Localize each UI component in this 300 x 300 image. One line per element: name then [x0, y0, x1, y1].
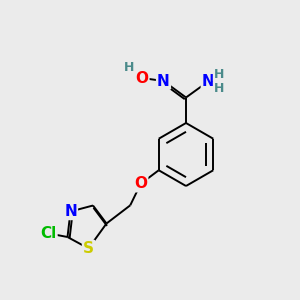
Text: H: H	[214, 82, 224, 95]
Text: S: S	[83, 241, 94, 256]
Text: H: H	[124, 61, 134, 74]
Text: N: N	[202, 74, 214, 89]
Text: N: N	[64, 204, 77, 219]
Text: N: N	[157, 74, 170, 88]
Text: O: O	[134, 176, 147, 191]
Text: O: O	[135, 70, 148, 86]
Text: Cl: Cl	[40, 226, 56, 241]
Text: H: H	[214, 68, 224, 81]
